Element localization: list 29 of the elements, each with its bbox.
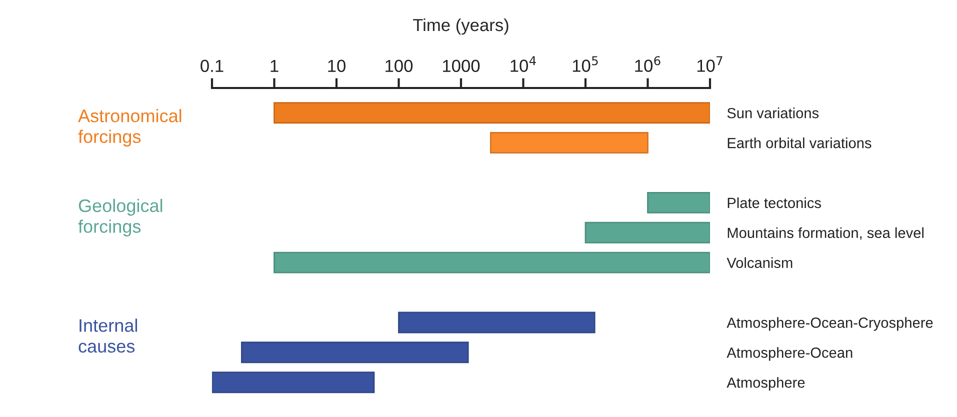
x-tick-label: 10$^{6}$ [635, 56, 660, 72]
x-tick-label: 100 [386, 60, 413, 72]
y-tick-label: Atmosphere-Ocean-Cryosphere [726, 317, 933, 331]
bar [647, 192, 710, 214]
bar [241, 342, 469, 364]
x-tick-label: 10$^{4}$ [510, 56, 536, 72]
x-tick-label: 10$^{7}$ [697, 56, 722, 72]
bar [584, 222, 710, 244]
x-axis-title: Time (years) [413, 18, 508, 35]
x-tick-label: 10$^{5}$ [572, 56, 598, 72]
y-tick-label: Atmosphere [726, 377, 805, 391]
text: Internal causes [78, 318, 138, 353]
x-tick-label: 1000 [443, 60, 480, 72]
y-tick-label: Volcanism [726, 257, 792, 268]
bar [274, 102, 710, 124]
y-tick-label: Plate tectonics [728, 197, 821, 208]
x-tick-label: 0.1 [200, 60, 224, 72]
bar [212, 372, 375, 394]
bar [398, 312, 596, 334]
bar [274, 252, 710, 274]
y-tick-label: Mountains formation, sea level [728, 227, 924, 240]
x-tick-label: 10 [328, 60, 346, 72]
text: Geological forcings [78, 198, 162, 236]
y-tick-label: Earth orbital variations [728, 138, 872, 148]
y-tick-label: Sun variations [727, 108, 819, 118]
y-tick-label: Atmosphere-Ocean [726, 347, 852, 361]
text: Astronomical forcings [78, 109, 182, 147]
x-tick-label: 1 [270, 60, 278, 72]
bar [490, 132, 648, 154]
